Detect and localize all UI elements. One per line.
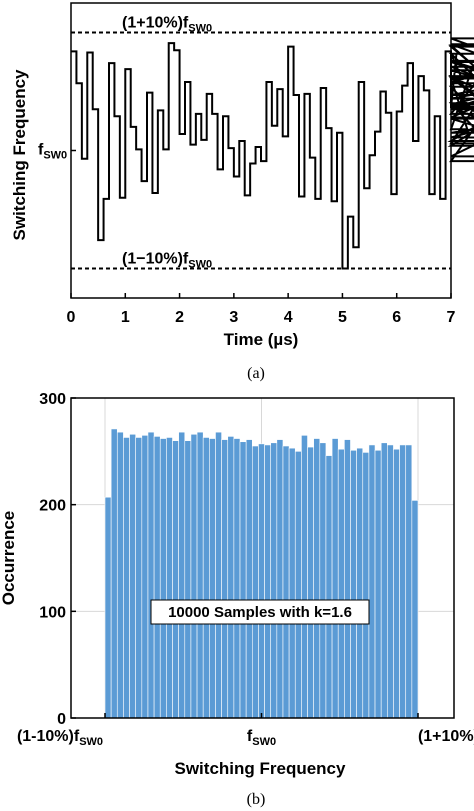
histogram-bar: [159, 438, 167, 719]
reference-label-2: (1−10%)fSW0: [122, 251, 212, 271]
x-tick-label-a-3: 3: [229, 309, 238, 326]
histogram-bar: [147, 431, 155, 719]
x-tick-label-a-1: 1: [121, 309, 130, 326]
histogram-bar: [166, 437, 173, 719]
histogram-bar: [399, 444, 407, 719]
reference-label-2-main: (1−10%)f: [122, 251, 189, 268]
reference-label-2-subscript: SW0: [188, 259, 212, 271]
histogram-bar: [331, 438, 339, 719]
x-tick-label-b-1-subscript: SW0: [252, 736, 276, 748]
histogram-bar: [350, 449, 357, 719]
histogram-bar: [245, 439, 253, 719]
histogram-bar: [110, 428, 118, 719]
histogram-bar: [313, 438, 321, 719]
y-tick-label-b-0: 0: [57, 711, 66, 728]
panel-b-caption: (b): [247, 791, 266, 808]
annotation-box: [150, 599, 370, 625]
x-tick-label-b-0: (1-10%)fSW0: [17, 728, 103, 748]
y-tick-label-b-300: 300: [39, 391, 66, 408]
x-axis-label-b: Switching Frequency: [175, 759, 347, 778]
histogram-bar: [337, 448, 345, 719]
y-axis-label-b: Occurrence: [0, 511, 18, 606]
x-tick-label-a-5: 5: [338, 309, 347, 326]
histogram-bar: [227, 436, 235, 719]
histogram-bar: [239, 441, 247, 719]
histogram-bar: [362, 452, 370, 719]
histogram-bar: [123, 437, 130, 719]
histogram-bar: [374, 449, 382, 719]
reference-label-1: (1+10%)fSW0: [122, 15, 212, 35]
histogram-bar: [141, 435, 149, 719]
y-tick-label-b-100: 100: [39, 604, 66, 621]
histogram-bar: [319, 442, 327, 719]
histogram-bar: [129, 433, 136, 719]
x-tick-label-a-6: 6: [392, 309, 401, 326]
histogram-bar: [270, 442, 278, 719]
panel-a-caption: (a): [247, 365, 265, 382]
x-tick-label-b-2: (1+10%)fSW0: [418, 728, 474, 748]
histogram-bar: [104, 496, 112, 719]
histogram-bar: [276, 439, 284, 719]
x-tick-label-b-0-main: (1-10%)f: [17, 728, 80, 745]
y-axis-label-a: Switching Frequency: [10, 69, 29, 241]
histogram-bar: [153, 436, 161, 719]
y-tick-label-a-0: fSW0: [38, 142, 67, 162]
histogram-bar: [215, 431, 222, 719]
y-tick-label-b-200: 200: [39, 498, 66, 515]
x-tick-label-b-1-main: f: [247, 728, 253, 745]
histogram-bar: [116, 431, 124, 719]
histogram-bar: [258, 443, 265, 719]
x-tick-label-b-0-subscript: SW0: [79, 736, 103, 748]
histogram-bar: [405, 444, 413, 719]
histogram-bar: [190, 433, 198, 719]
histogram-bar: [294, 451, 302, 719]
histogram-bar: [233, 438, 241, 719]
histogram-bar: [356, 447, 364, 719]
histogram-bar: [325, 455, 333, 719]
histogram-bar: [387, 444, 394, 719]
frequency-step-line: [71, 37, 474, 270]
histogram-bar: [393, 448, 400, 719]
x-tick-label-a-4: 4: [284, 309, 293, 326]
histogram-bar: [307, 446, 314, 719]
histogram-bar: [178, 431, 186, 719]
y-tick-label-a-0-main: f: [38, 142, 44, 159]
histogram-bar: [380, 442, 388, 719]
reference-label-1-main: (1+10%)f: [122, 15, 189, 32]
x-tick-label-b-1: fSW0: [247, 728, 276, 748]
reference-label-1-subscript: SW0: [188, 23, 212, 35]
samples-annotation: 10000 Samples with k=1.6: [168, 604, 352, 621]
x-tick-label-a-0: 0: [67, 309, 76, 326]
x-tick-label-b-2-main: (1+10%)f: [418, 728, 474, 745]
histogram-bar: [135, 437, 143, 719]
histogram-bar: [172, 440, 179, 719]
histogram-bar: [288, 447, 296, 719]
histogram-bar: [202, 437, 210, 719]
histogram-bar: [209, 438, 216, 719]
plot-b-frame: [70, 397, 455, 719]
x-axis-label-a: Time (µs): [224, 330, 299, 349]
x-tick-label-a-2: 2: [175, 309, 184, 326]
histogram-bar: [368, 444, 376, 719]
reference-label-bg-2: [120, 248, 238, 268]
histogram-bar: [411, 500, 419, 719]
histogram-bar: [282, 445, 290, 719]
histogram-bar: [251, 445, 259, 719]
histogram-bar: [301, 435, 308, 719]
histogram-bar: [221, 439, 229, 719]
reference-label-bg-1: [120, 12, 238, 32]
histogram-bar: [184, 440, 192, 719]
x-tick-label-a-7: 7: [447, 309, 456, 326]
histogram-bar: [344, 439, 351, 719]
y-tick-label-a-0-subscript: SW0: [43, 150, 67, 162]
histogram-bar: [196, 431, 204, 719]
histogram-bar: [264, 444, 272, 719]
